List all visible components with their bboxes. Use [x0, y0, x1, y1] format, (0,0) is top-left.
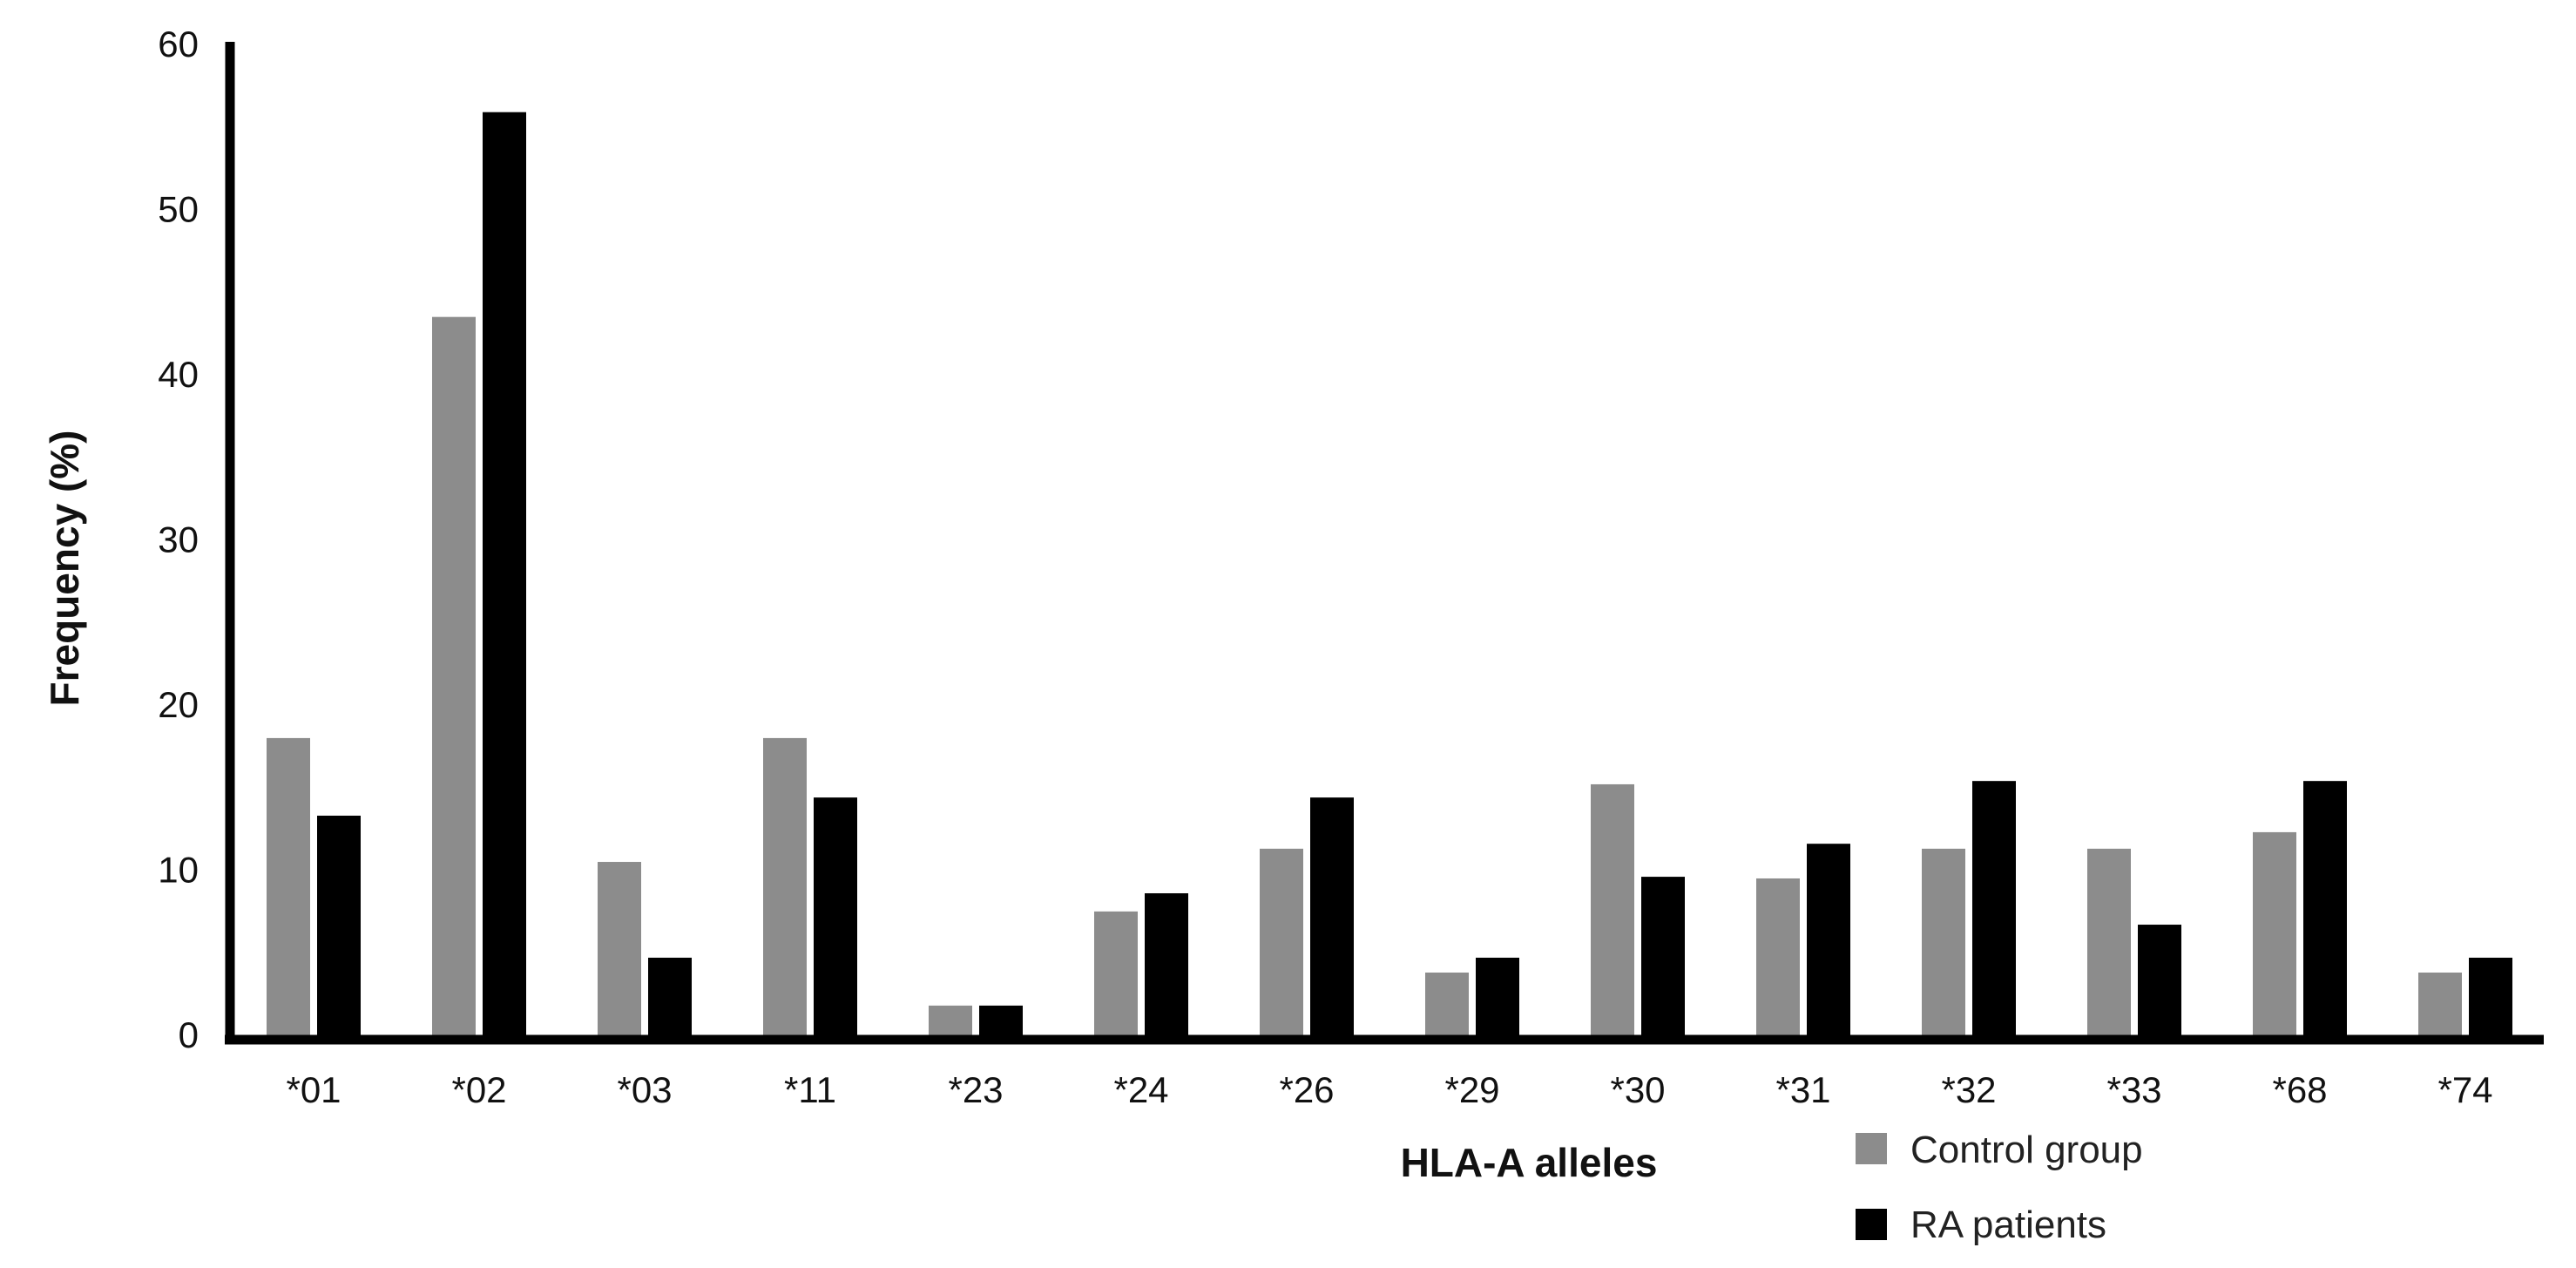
y-axis-title: Frequency (%): [42, 431, 87, 707]
bar-ra-patients: [1476, 957, 1519, 1035]
bar-control-group: [1922, 848, 1965, 1035]
y-tick-label: 50: [158, 189, 199, 230]
y-tick-label: 30: [158, 519, 199, 560]
legend-label-ra-patients: RA patients: [1910, 1204, 2106, 1246]
bar-ra-patients: [1641, 877, 1685, 1035]
y-tick-label: 60: [158, 24, 199, 64]
bar-ra-patients: [2138, 925, 2181, 1035]
x-tick-label: *68: [2272, 1069, 2327, 1110]
legend-swatch-ra-patients: [1856, 1209, 1887, 1240]
bar-control-group: [2253, 831, 2296, 1035]
x-tick-label: *02: [451, 1069, 506, 1110]
x-tick-label: *26: [1279, 1069, 1334, 1110]
x-axis-ticks: *01 *02 *03 *11 *23 *24 *26 *29 *30 *31 *32 *33 *68 *…: [286, 1069, 2492, 1110]
bar-ra-patients: [2303, 781, 2347, 1035]
bar-control-group: [598, 862, 641, 1035]
x-tick-label: *30: [1610, 1069, 1665, 1110]
y-axis-ticks: 0 10 20 30 40 50 60: [158, 24, 199, 1055]
bar-control-group: [1425, 972, 1469, 1035]
x-axis-title: HLA-A alleles: [1401, 1140, 1658, 1185]
bar-ra-patients: [1807, 844, 1850, 1035]
bar-control-group: [432, 316, 476, 1035]
bar-ra-patients: [648, 957, 692, 1035]
x-tick-label: *01: [286, 1069, 341, 1110]
x-tick-label: *74: [2437, 1069, 2492, 1110]
legend-swatch-control-group: [1856, 1133, 1887, 1164]
bar-control-group: [1094, 911, 1138, 1035]
legend: Control group RA patients: [1856, 1129, 2143, 1246]
bar-ra-patients: [814, 797, 857, 1035]
y-tick-label: 20: [158, 684, 199, 725]
bar-control-group: [929, 1005, 972, 1035]
x-tick-label: *32: [1941, 1069, 1996, 1110]
bar-ra-patients: [1310, 797, 1354, 1035]
bar-ra-patients: [2469, 957, 2512, 1035]
x-tick-label: *33: [2106, 1069, 2161, 1110]
bar-control-group: [2418, 972, 2462, 1035]
bar-ra-patients: [317, 815, 361, 1035]
x-tick-label: *24: [1113, 1069, 1168, 1110]
legend-label-control-group: Control group: [1910, 1129, 2143, 1171]
x-tick-label: *03: [617, 1069, 672, 1110]
bar-ra-patients: [483, 112, 526, 1035]
x-tick-label: *29: [1444, 1069, 1499, 1110]
bar-control-group: [1756, 878, 1800, 1035]
y-tick-label: 40: [158, 354, 199, 395]
bar-control-group: [267, 737, 310, 1035]
bar-ra-patients: [1145, 893, 1188, 1035]
bar-control-group: [1260, 848, 1303, 1035]
y-tick-label: 10: [158, 850, 199, 891]
bar-ra-patients: [1972, 781, 2016, 1035]
x-tick-label: *31: [1775, 1069, 1830, 1110]
bars: [267, 112, 2512, 1035]
bar-control-group: [763, 737, 807, 1035]
bar-control-group: [2087, 848, 2131, 1035]
bar-control-group: [1591, 783, 1634, 1035]
y-tick-label: 0: [179, 1014, 199, 1055]
x-tick-label: *23: [948, 1069, 1003, 1110]
x-tick-label: *11: [784, 1069, 836, 1110]
bar-ra-patients: [979, 1005, 1023, 1035]
